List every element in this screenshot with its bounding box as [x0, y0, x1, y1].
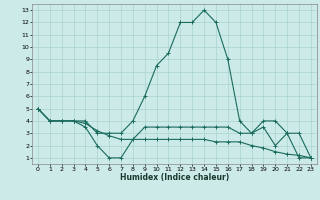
X-axis label: Humidex (Indice chaleur): Humidex (Indice chaleur) — [120, 173, 229, 182]
